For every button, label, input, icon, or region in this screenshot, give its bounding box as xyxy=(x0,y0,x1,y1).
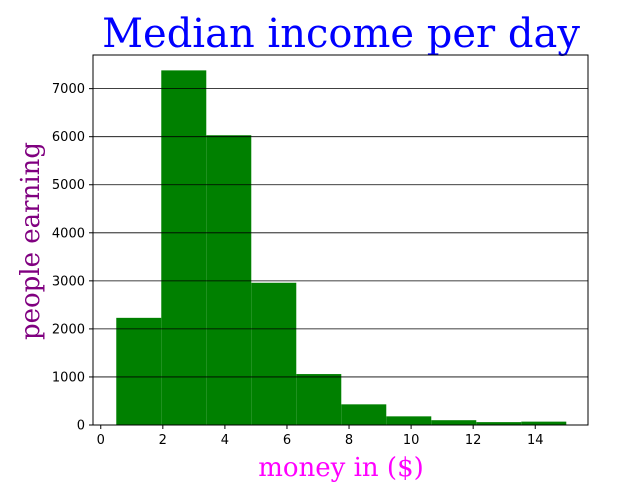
y-tick-label-4000: 4000 xyxy=(52,226,85,241)
y-tick-label-3000: 3000 xyxy=(52,274,85,289)
y-tick-label-5000: 5000 xyxy=(52,178,85,193)
y-tick-label-0: 0 xyxy=(77,419,85,434)
histogram-bars xyxy=(116,70,567,426)
y-tick-label-6000: 6000 xyxy=(52,130,85,145)
x-tick-label-2: 2 xyxy=(159,433,167,448)
y-tick-label-1000: 1000 xyxy=(52,370,85,385)
x-axis-label: money in ($) xyxy=(258,453,424,483)
x-tick-label-6: 6 xyxy=(283,433,291,448)
x-axis-ticks: 0 2 4 6 8 10 12 14 xyxy=(97,425,544,448)
y-axis-ticks: 0 1000 2000 3000 4000 5000 6000 7000 xyxy=(52,82,93,434)
x-tick-label-0: 0 xyxy=(97,433,105,448)
x-tick-label-12: 12 xyxy=(465,433,482,448)
bar-7 xyxy=(431,420,477,425)
x-tick-label-14: 14 xyxy=(527,433,544,448)
grid-lines xyxy=(93,88,588,378)
x-tick-label-4: 4 xyxy=(221,433,229,448)
y-tick-label-7000: 7000 xyxy=(52,82,85,97)
bar-0 xyxy=(116,317,162,425)
y-tick-label-2000: 2000 xyxy=(52,322,85,337)
bar-9 xyxy=(521,421,567,425)
bar-5 xyxy=(341,404,387,425)
plot-frame xyxy=(92,54,589,426)
bar-6 xyxy=(386,416,432,425)
x-tick-label-10: 10 xyxy=(403,433,420,448)
y-axis-label: people earning xyxy=(16,142,46,340)
bar-3 xyxy=(251,282,297,425)
chart-title: Median income per day xyxy=(102,11,580,57)
x-tick-label-8: 8 xyxy=(345,433,353,448)
bar-8 xyxy=(476,422,522,425)
bar-1 xyxy=(161,70,207,426)
bar-4 xyxy=(296,374,342,425)
bar-2 xyxy=(206,135,252,425)
